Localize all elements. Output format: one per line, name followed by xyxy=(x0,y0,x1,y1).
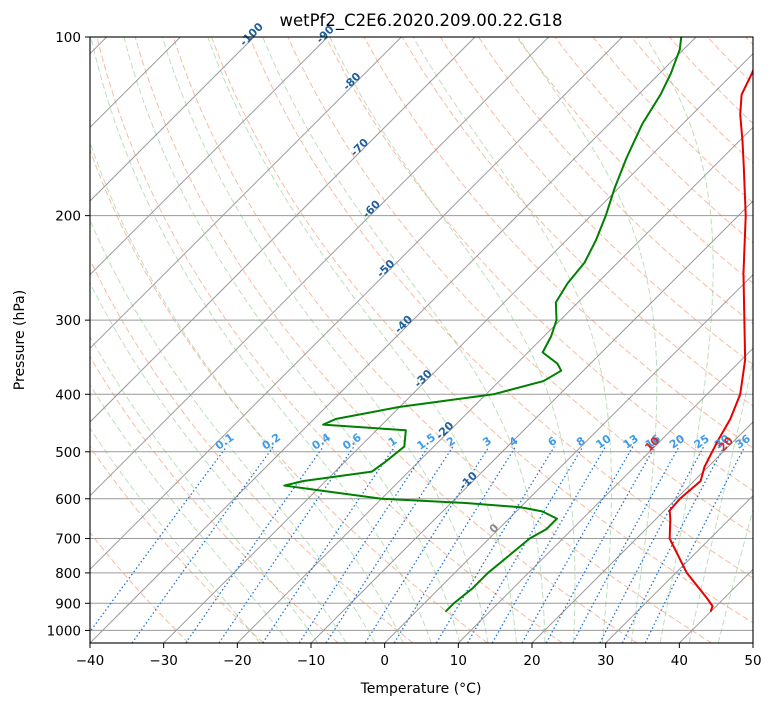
moist-adiabat xyxy=(123,37,461,643)
moist-adiabat xyxy=(90,37,432,643)
isotherm-gridline xyxy=(90,37,402,350)
y-tick-label: 800 xyxy=(55,566,81,582)
x-tick-label: −40 xyxy=(76,653,105,669)
dry-adiabat xyxy=(134,37,638,643)
isotherm-gridline xyxy=(90,37,329,276)
mixing-ratio-line xyxy=(644,446,746,643)
dry-adiabat xyxy=(90,355,339,643)
dry-adiabat xyxy=(211,37,753,624)
y-tick-label: 700 xyxy=(55,532,81,548)
isotherm-gridline xyxy=(605,494,753,643)
chart-title: wetPf2_C2E6.2020.209.00.22.G18 xyxy=(279,11,562,31)
dry-adiabat xyxy=(96,37,563,643)
dry-adiabat xyxy=(90,531,190,643)
dry-adiabat xyxy=(90,445,264,643)
mixing-ratio-line xyxy=(364,446,490,643)
mixing-ratio-line xyxy=(325,446,454,643)
mixing-ratio-line xyxy=(545,446,656,643)
moist-adiabat xyxy=(90,427,261,643)
x-tick-label: 10 xyxy=(450,653,467,669)
moist-adiabat xyxy=(207,37,517,643)
x-tick-label: 30 xyxy=(597,653,614,669)
isotherm-gridline xyxy=(457,347,753,643)
moist-adiabat xyxy=(90,281,347,643)
x-tick-label: 20 xyxy=(523,653,540,669)
isotherm-gridline xyxy=(163,52,753,643)
temperature-profile xyxy=(668,68,753,613)
x-tick-label: 40 xyxy=(671,653,688,669)
moist-adiabat xyxy=(90,218,376,643)
y-tick-label: 900 xyxy=(55,596,81,612)
y-tick-label: 1000 xyxy=(47,623,81,639)
isotherm-gridline xyxy=(90,37,550,497)
isotherm-gridline xyxy=(310,200,753,643)
y-tick-label: 600 xyxy=(55,492,81,508)
mixing-ratio-line xyxy=(218,446,355,643)
mixing-ratio-line xyxy=(298,446,429,643)
moist-adiabat xyxy=(329,37,576,643)
mixing-ratio-line xyxy=(466,446,584,643)
mixing-ratio-line xyxy=(131,446,274,643)
plot-frame xyxy=(89,36,754,644)
y-tick-label: 500 xyxy=(55,445,81,461)
x-axis-label: Temperature (°C) xyxy=(360,681,482,697)
moist-adiabat xyxy=(161,37,489,643)
mixing-ratio-line xyxy=(435,446,555,643)
x-tick-label: −30 xyxy=(149,653,178,669)
isotherm-gridline xyxy=(531,421,753,643)
moist-adiabat xyxy=(262,37,546,643)
moist-adiabat xyxy=(645,37,714,643)
dry-adiabat xyxy=(401,37,753,407)
y-tick-label: 100 xyxy=(55,30,81,46)
dewpoint-profile xyxy=(283,37,683,613)
y-axis-label: Pressure (hPa) xyxy=(12,290,28,390)
y-tick-label: 400 xyxy=(55,387,81,403)
dry-adiabat xyxy=(90,148,488,643)
x-tick-label: −10 xyxy=(297,653,326,669)
isotherm-gridline xyxy=(90,37,697,643)
y-tick-label: 300 xyxy=(55,313,81,329)
x-tick-label: 0 xyxy=(380,653,389,669)
x-tick-label: −20 xyxy=(223,653,252,669)
isotherm-gridline xyxy=(90,37,476,423)
dry-adiabat xyxy=(516,37,753,284)
dry-adiabat xyxy=(249,37,753,579)
isotherm-gridline xyxy=(90,37,623,571)
moist-adiabat xyxy=(412,37,613,643)
moist-adiabat xyxy=(517,37,658,643)
isotherm-gridline xyxy=(90,37,255,202)
mixing-ratio-line xyxy=(185,446,324,643)
mixing-ratio-line xyxy=(90,446,228,633)
mixing-ratio-line xyxy=(262,446,396,643)
mixing-ratio-line xyxy=(393,446,517,643)
moist-adiabat xyxy=(90,335,319,643)
moist-adiabat xyxy=(90,383,290,643)
y-tick-label: 200 xyxy=(55,209,81,225)
isotherm-gridline xyxy=(384,273,753,643)
x-tick-label: 50 xyxy=(744,653,761,669)
dry-adiabat xyxy=(440,37,753,366)
